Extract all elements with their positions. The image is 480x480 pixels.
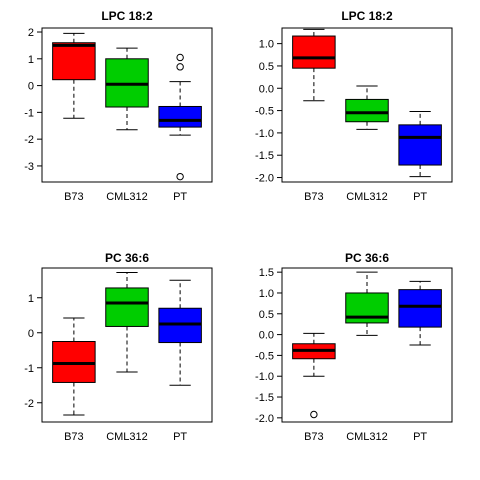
box (52, 341, 96, 383)
box-group-cml312 (105, 272, 149, 373)
outlier-point (176, 53, 184, 62)
y-tick-label: 0 (28, 328, 34, 340)
chart-panel: LPC 18:2 -3 -2 -1 0 1 2 B73 CML312 PT (24, 9, 213, 203)
x-tick-label: B73 (64, 191, 84, 203)
y-tick-label: 0.0 (259, 83, 274, 95)
x-tick-label: PT (173, 191, 187, 203)
box (52, 42, 96, 81)
box-group-cml312 (345, 85, 389, 130)
box-group-pt (398, 110, 442, 178)
y-tick-label: 0.5 (259, 61, 274, 73)
y-tick-label: -1 (24, 107, 34, 119)
box-group-b73 (52, 317, 96, 416)
x-tick-label: PT (413, 191, 427, 203)
y-tick-label: 0.5 (259, 309, 274, 321)
x-tick-label: B73 (304, 431, 324, 443)
box-group-b73 (292, 332, 336, 419)
outlier-point (176, 63, 184, 71)
x-axis: B73 CML312 PT (64, 431, 187, 443)
box-group-pt (398, 280, 442, 346)
y-tick-label: 2 (28, 27, 34, 39)
box-group-pt (158, 53, 202, 181)
y-tick-label: -0.5 (255, 106, 274, 118)
y-tick-label: -1.0 (255, 371, 274, 383)
chart-panel: PC 36:6 -2 -1 0 1 B73 CML312 PT (24, 251, 213, 443)
y-axis: -3 -2 -1 0 1 2 (24, 27, 42, 173)
chart-title: LPC 18:2 (341, 9, 393, 23)
y-tick-label: 1.0 (259, 39, 274, 51)
box-group-pt (158, 279, 202, 386)
x-axis: B73 CML312 PT (304, 191, 427, 203)
y-tick-label: -1.5 (255, 392, 274, 404)
y-tick-label: 1.0 (259, 288, 274, 300)
y-tick-label: -0.5 (255, 350, 274, 362)
chart-title: PC 36:6 (345, 251, 389, 265)
box (398, 124, 442, 166)
x-tick-label: PT (173, 431, 187, 443)
y-axis: -2 -1 0 1 (24, 293, 42, 410)
x-tick-label: PT (413, 431, 427, 443)
x-tick-label: B73 (64, 431, 84, 443)
x-axis: B73 CML312 PT (64, 191, 187, 203)
y-tick-label: -2.0 (255, 173, 274, 185)
box (292, 35, 336, 69)
x-tick-label: CML312 (346, 191, 388, 203)
x-tick-label: CML312 (106, 191, 148, 203)
chart-title: PC 36:6 (105, 251, 149, 265)
box (398, 289, 442, 328)
x-tick-label: CML312 (346, 431, 388, 443)
y-tick-label: -1.5 (255, 150, 274, 162)
outlier-point (310, 410, 318, 419)
box (105, 287, 149, 327)
outlier-point (176, 172, 184, 181)
plot-frame (41, 27, 213, 183)
y-tick-label: -2 (24, 398, 34, 410)
y-tick-label: -1 (24, 363, 34, 375)
box-group-cml312 (345, 271, 389, 336)
y-tick-label: -2.0 (255, 413, 274, 425)
x-tick-label: B73 (304, 191, 324, 203)
y-tick-label: 1 (28, 54, 34, 66)
plot-frame (41, 267, 213, 423)
chart-panel: LPC 18:2 -2.0 -1.5 -1.0 -0.5 0.0 0.5 1.0 B73 CML3… (255, 9, 453, 203)
y-tick-label: -3 (24, 161, 34, 173)
y-axis: -2.0 -1.5 -1.0 -0.5 0.0 0.5 1.0 1.5 (255, 267, 282, 425)
plot-frame (281, 267, 453, 423)
box-group-b73 (292, 28, 336, 102)
box-group-b73 (52, 32, 96, 119)
y-tick-label: 1.5 (259, 267, 274, 279)
x-axis: B73 CML312 PT (304, 431, 427, 443)
x-tick-label: CML312 (106, 431, 148, 443)
box (345, 98, 389, 123)
y-tick-label: 1 (28, 293, 34, 305)
plot-frame (281, 27, 453, 183)
chart-panel: PC 36:6 -2.0 -1.5 -1.0 -0.5 0.0 0.5 1.0 1.5 B73 CM… (255, 251, 453, 443)
y-tick-label: -2 (24, 134, 34, 146)
box-group-cml312 (105, 47, 149, 131)
chart-title: LPC 18:2 (101, 9, 153, 23)
y-tick-label: 0.0 (259, 330, 274, 342)
box (158, 105, 202, 128)
y-axis: -2.0 -1.5 -1.0 -0.5 0.0 0.5 1.0 (255, 39, 282, 185)
y-tick-label: -1.0 (255, 128, 274, 140)
y-tick-label: 0 (28, 81, 34, 93)
